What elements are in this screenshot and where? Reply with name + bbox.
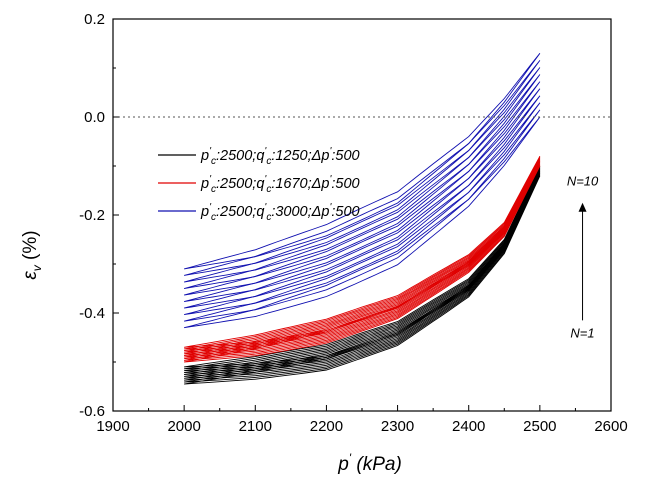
x-tick-label: 2100 [239, 418, 272, 435]
y-tick-label: 0.2 [84, 11, 105, 28]
series-3-cycles [183, 53, 541, 329]
x-tick-label: 2400 [452, 418, 485, 435]
y-tick-label: -0.4 [79, 305, 105, 322]
series-2-cycle [184, 158, 541, 352]
x-axis-title: p' (kPa) [337, 451, 402, 475]
series-3-cycle [183, 81, 541, 296]
series-3-cycle [183, 60, 541, 276]
x-axis-unit: (kPa) [351, 454, 402, 475]
series-1-cycle [184, 169, 541, 374]
series-2-cycle [184, 161, 541, 356]
series-2-cycle [184, 160, 541, 355]
legend-entry: p'c:2500;q'c:3000;Δp':500 [200, 202, 360, 223]
series-2-cycle [184, 157, 541, 350]
x-tick-label: 2500 [523, 418, 556, 435]
x-axis-ticks: 1900 2000 2100 2200 2300 2400 2500 2600 [96, 405, 628, 435]
series-1-cycle [184, 168, 541, 372]
y-axis-title: εv (%) [20, 230, 44, 279]
series-1-cycles [184, 165, 541, 385]
series-3-cycle [183, 95, 541, 309]
y-tick-label: 0.0 [84, 109, 105, 126]
x-axis-prime: ' [349, 451, 352, 465]
series-3-cycle [183, 53, 541, 270]
legend: p'c:2500;q'c:1250;Δp':500 p'c:2500;q'c:16… [158, 146, 360, 223]
x-tick-label: 2600 [594, 418, 627, 435]
cycle-label: N=10 [567, 174, 599, 189]
series-1-cycle [184, 170, 541, 375]
chart-curves [183, 53, 541, 385]
legend-entry: p'c:2500;q'c:1250;Δp':500 [200, 146, 360, 167]
y-axis-ticks: -0.6 -0.4 -0.2 0.0 0.2 [79, 11, 119, 420]
cycle-label: N=1 [570, 326, 594, 341]
series-2-cycle [184, 162, 541, 358]
x-tick-label: 2300 [381, 418, 414, 435]
y-axis-symbol: ε [20, 271, 41, 280]
cycle-arrow-head [578, 202, 587, 212]
y-axis-unit: (%) [20, 230, 41, 265]
legend-entry: p'c:2500;q'c:1670;Δp':500 [200, 174, 360, 195]
x-tick-label: 2200 [310, 418, 343, 435]
x-tick-label: 1900 [96, 418, 129, 435]
x-axis-symbol: p [337, 454, 349, 475]
x-tick-label: 2000 [167, 418, 200, 435]
cycle-annotations: N=10 N=1 [567, 174, 599, 341]
series-2-cycle [184, 159, 541, 353]
series-3-cycle [183, 67, 541, 283]
y-axis-subscript: v [30, 264, 44, 271]
series-3-cycle [183, 88, 541, 303]
series-1-cycle [184, 166, 541, 370]
series-3-cycle [183, 102, 541, 316]
series-3-cycle [183, 109, 541, 322]
series-2-cycles [184, 155, 541, 363]
y-tick-label: -0.2 [79, 207, 105, 224]
series-3-cycle [183, 74, 541, 289]
y-tick-label: -0.6 [79, 403, 105, 420]
series-2-cycle [184, 155, 541, 348]
